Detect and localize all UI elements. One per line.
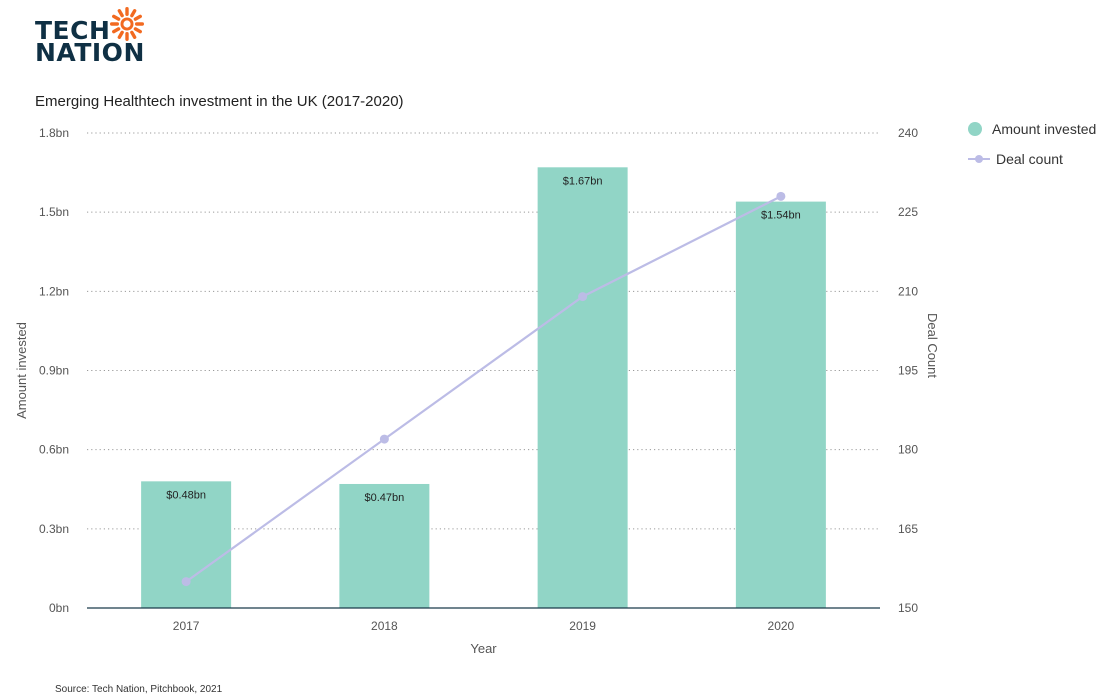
- y2-tick-label: 225: [898, 205, 918, 219]
- deal-count-point: [379, 434, 389, 444]
- y-tick-label: 0.6bn: [39, 443, 69, 457]
- logo-text-tech: TECH: [35, 16, 111, 45]
- y2-tick-label: 180: [898, 443, 918, 457]
- y-tick-label: 0bn: [49, 601, 69, 615]
- x-tick-label: 2020: [768, 619, 795, 633]
- deal-count-point: [578, 292, 588, 302]
- bar-data-label: $1.54bn: [761, 210, 801, 222]
- legend-label-deal-count: Deal count: [996, 151, 1063, 167]
- legend-item-deal-count: Deal count: [968, 144, 1096, 174]
- x-tick-label: 2018: [371, 619, 398, 633]
- tech-nation-logo: TECH NATION: [35, 7, 155, 70]
- y-tick-label: 0.3bn: [39, 522, 69, 536]
- legend: Amount invested Deal count: [968, 114, 1096, 174]
- y-tick-label: 1.5bn: [39, 205, 69, 219]
- y-tick-label: 1.8bn: [39, 126, 69, 140]
- y2-tick-label: 210: [898, 284, 918, 298]
- logo-text-nation: NATION: [35, 38, 145, 67]
- y2-tick-label: 150: [898, 601, 918, 615]
- bar: [537, 167, 628, 609]
- bar: [735, 201, 826, 608]
- x-axis-title: Year: [470, 641, 497, 656]
- y2-tick-label: 240: [898, 126, 918, 140]
- y-tick-label: 0.9bn: [39, 364, 69, 378]
- source-note: Source: Tech Nation, Pitchbook, 2021: [55, 684, 223, 695]
- deal-count-point: [181, 577, 191, 587]
- deal-count-point: [776, 191, 786, 201]
- bar: [141, 481, 232, 608]
- legend-label-amount-invested: Amount invested: [992, 121, 1097, 137]
- deal-count-line: [185, 195, 782, 583]
- legend-swatch-circle-icon: [968, 122, 982, 136]
- bar: [339, 483, 430, 608]
- sun-icon: [110, 7, 144, 41]
- legend-item-amount-invested: Amount invested: [968, 114, 1096, 144]
- bar-data-label: $1.67bn: [563, 175, 603, 187]
- y2-tick-label: 165: [898, 522, 918, 536]
- bar-data-label: $0.48bn: [166, 489, 206, 501]
- bar-data-label: $0.47bn: [364, 492, 404, 504]
- y-tick-label: 1.2bn: [39, 284, 69, 298]
- y2-axis-title: Deal Count: [925, 313, 940, 378]
- y-axis-title: Amount invested: [14, 322, 29, 419]
- y2-tick-label: 195: [898, 364, 918, 378]
- x-tick-label: 2017: [173, 619, 200, 633]
- chart-title: Emerging Healthtech investment in the UK…: [35, 93, 404, 110]
- x-tick-label: 2019: [569, 619, 596, 633]
- legend-line-marker-icon: [968, 155, 990, 163]
- combo-chart: 0bn 0.3bn 0.6bn 0.9bn 1.2bn 1.5bn 1.8bn 150 165 1…: [14, 126, 940, 656]
